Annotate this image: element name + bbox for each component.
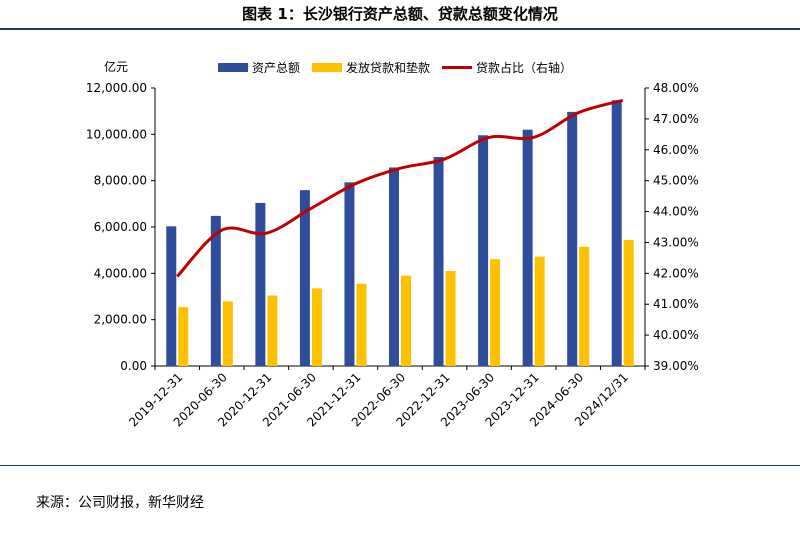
bar-loans bbox=[311, 288, 322, 366]
legend-label: 发放贷款和垫款 bbox=[346, 60, 430, 75]
chart-title: 图表 1：长沙银行资产总额、贷款总额变化情况 bbox=[242, 5, 558, 23]
bar-total-assets bbox=[611, 100, 622, 367]
bar-loans bbox=[356, 283, 367, 366]
y-right-tick-label: 46.00% bbox=[653, 143, 699, 157]
legend-swatch bbox=[312, 63, 342, 72]
y-right-tick-label: 41.00% bbox=[653, 297, 699, 311]
bar-total-assets bbox=[433, 157, 444, 366]
y-right-tick-label: 43.00% bbox=[653, 235, 699, 249]
bar-loans bbox=[401, 275, 411, 366]
bar-total-assets bbox=[567, 111, 578, 366]
bar-loans bbox=[178, 307, 189, 366]
y-right-tick-label: 42.00% bbox=[653, 266, 699, 280]
legend-label: 贷款占比（右轴） bbox=[476, 60, 572, 75]
bar-loans bbox=[534, 256, 545, 366]
bar-total-assets bbox=[522, 129, 533, 366]
footer-rule bbox=[0, 465, 800, 466]
legend-swatch bbox=[218, 63, 248, 72]
y-right-tick-label: 45.00% bbox=[653, 174, 699, 188]
y-left-tick-label: 6,000.00 bbox=[94, 220, 147, 234]
y-left-tick-label: 4,000.00 bbox=[94, 266, 147, 280]
bar-total-assets bbox=[344, 182, 355, 366]
y-right-tick-label: 39.00% bbox=[653, 359, 699, 373]
y-right-tick-label: 48.00% bbox=[653, 81, 699, 95]
bar-loans bbox=[579, 246, 590, 366]
bar-loans bbox=[490, 259, 501, 366]
bar-loans bbox=[222, 301, 233, 366]
bar-loans bbox=[267, 295, 278, 366]
line-loan-ratio bbox=[176, 98, 624, 278]
y-left-unit-label: 亿元 bbox=[104, 59, 128, 74]
bar-total-assets bbox=[478, 135, 489, 366]
bar-total-assets bbox=[255, 202, 266, 366]
bar-total-assets bbox=[389, 167, 399, 366]
combo-chart: 0.00 2,000.00 4,000.00 6,000.00 8,000.00 10,0… bbox=[86, 59, 699, 429]
y-left-tick-label: 0.00 bbox=[120, 359, 147, 373]
source-note: 来源：公司财报，新华财经 bbox=[36, 495, 204, 511]
y-left-tick-label: 8,000.00 bbox=[94, 174, 147, 188]
legend-label: 资产总额 bbox=[252, 61, 300, 75]
y-right-tick-label: 40.00% bbox=[653, 328, 699, 342]
y-left-tick-label: 10,000.00 bbox=[86, 127, 147, 141]
bar-total-assets bbox=[299, 190, 310, 366]
bar-loans bbox=[445, 271, 456, 366]
title-rule bbox=[0, 28, 800, 30]
bar-total-assets bbox=[166, 226, 177, 366]
y-right-tick-label: 44.00% bbox=[653, 205, 699, 219]
y-left-tick-label: 12,000.00 bbox=[86, 81, 147, 95]
bar-total-assets bbox=[210, 215, 221, 366]
y-right-tick-label: 47.00% bbox=[653, 112, 699, 126]
bar-loans bbox=[623, 239, 634, 366]
y-left-tick-label: 2,000.00 bbox=[94, 313, 147, 327]
